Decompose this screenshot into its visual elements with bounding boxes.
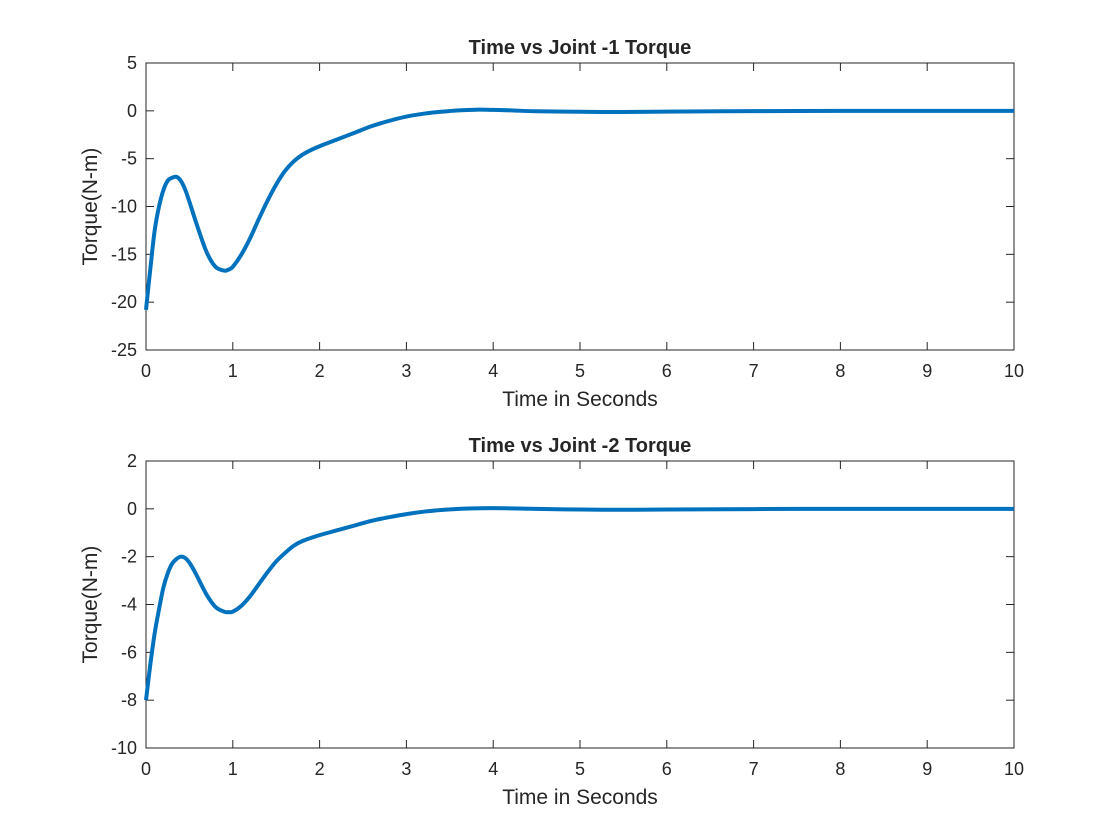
x-tick-label: 8 <box>835 361 845 381</box>
x-tick-label: 0 <box>141 759 151 779</box>
torque-series-line <box>144 506 1014 701</box>
y-tick-label: -10 <box>111 738 137 758</box>
axes-frame <box>145 460 1015 749</box>
y-tick-label: -5 <box>121 149 137 169</box>
x-tick-label: 4 <box>488 759 498 779</box>
y-axis-label: Torque(N-m) <box>79 148 102 266</box>
y-tick-label: -6 <box>121 642 137 662</box>
x-tick-label: 2 <box>315 361 325 381</box>
axes-frame <box>145 62 1015 351</box>
y-tick-label: 0 <box>127 101 137 121</box>
x-tick-label: 4 <box>488 361 498 381</box>
x-tick-label: 9 <box>922 759 932 779</box>
y-tick-label: -4 <box>121 595 137 615</box>
x-tick-label: 8 <box>835 759 845 779</box>
torque-series-line <box>144 107 1014 311</box>
x-tick-label: 2 <box>315 759 325 779</box>
y-tick-label: -15 <box>111 244 137 264</box>
y-tick-label: 2 <box>127 451 137 471</box>
x-tick-label: 7 <box>749 361 759 381</box>
x-tick-label: 3 <box>401 759 411 779</box>
chart-joint-2-torque: 0 1 2 3 4 5 6 7 8 9 10 2 0 -2 -4 -6 -8 -10 Time vs Joint -… <box>79 435 1024 809</box>
y-tick-label: -8 <box>121 690 137 710</box>
y-tick-label: 5 <box>127 53 137 73</box>
y-tick-label: -25 <box>111 340 137 360</box>
x-tick-label: 9 <box>922 361 932 381</box>
y-tick-label: 0 <box>127 499 137 519</box>
y-axis-label: Torque(N-m) <box>79 546 102 664</box>
x-tick-label: 5 <box>575 361 585 381</box>
x-tick-label: 3 <box>401 361 411 381</box>
x-tick-label: 6 <box>662 759 672 779</box>
y-tick-label: -20 <box>111 292 137 312</box>
y-tick-label: -2 <box>121 547 137 567</box>
x-tick-label: 1 <box>228 361 238 381</box>
x-axis-label: Time in Seconds <box>502 786 658 809</box>
x-tick-label: 0 <box>141 361 151 381</box>
x-tick-label: 7 <box>749 759 759 779</box>
x-tick-label: 10 <box>1004 759 1024 779</box>
chart-title: Time vs Joint -2 Torque <box>469 435 692 457</box>
x-tick-label: 10 <box>1004 361 1024 381</box>
x-axis-label: Time in Seconds <box>502 388 658 411</box>
x-tick-label: 1 <box>228 759 238 779</box>
x-tick-label: 5 <box>575 759 585 779</box>
y-tick-label: -10 <box>111 197 137 217</box>
x-tick-label: 6 <box>662 361 672 381</box>
chart-joint-1-torque: 0 1 2 3 4 5 6 7 8 9 10 5 0 -5 -10 -15 -20 -25 Time vs Join… <box>79 37 1024 411</box>
chart-title: Time vs Joint -1 Torque <box>469 37 692 59</box>
